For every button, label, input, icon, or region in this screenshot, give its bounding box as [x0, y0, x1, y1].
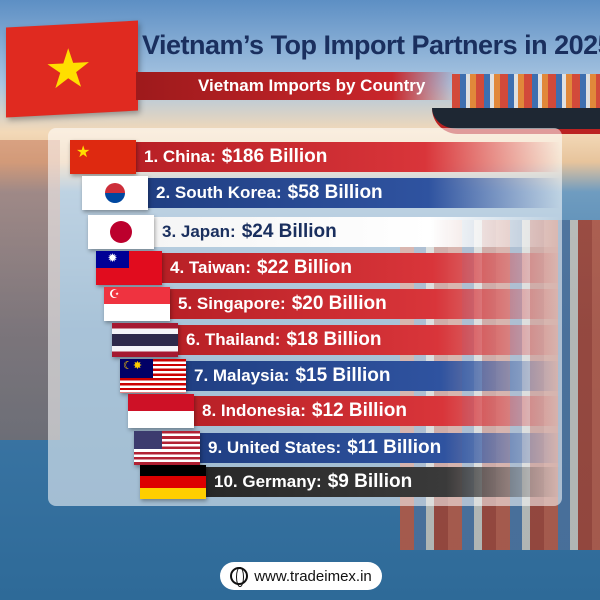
country-label: 9. United States: [208, 438, 342, 457]
ranking-bar: 4. Taiwan: $22 Billion [136, 253, 560, 283]
south-korea-flag-icon [82, 176, 148, 210]
ranking-bar: 8. Indonesia: $12 Billion [168, 396, 560, 426]
cargo-ship-image [432, 64, 600, 134]
country-label: 4. Taiwan: [170, 258, 251, 277]
import-value: $20 Billion [291, 293, 387, 314]
country-label: 3. Japan: [162, 222, 236, 241]
country-label: 5. Singapore: [178, 294, 286, 313]
ranking-bar: 7. Malaysia: $15 Billion [160, 361, 560, 391]
ranking-row-thailand: 6. Thailand: $18 Billion [112, 323, 560, 357]
ranking-row-china: ★ 1. China: $186 Billion [70, 140, 560, 174]
ranking-row-taiwan: ✹ 4. Taiwan: $22 Billion [96, 251, 560, 285]
star-icon: ★ [44, 37, 93, 101]
import-value: $24 Billion [241, 221, 337, 242]
country-label: 7. Malaysia: [194, 366, 290, 385]
ranking-row-japan: 3. Japan: $24 Billion [88, 215, 560, 249]
ranking-bar: 3. Japan: $24 Billion [128, 217, 560, 247]
ranking-bar: 10. Germany: $9 Billion [180, 467, 560, 497]
china-flag-icon: ★ [70, 140, 136, 174]
country-label: 6. Thailand: [186, 330, 281, 349]
globe-icon [230, 567, 249, 587]
import-value: $12 Billion [311, 400, 407, 421]
website-badge[interactable]: www.tradeimex.in [220, 562, 382, 590]
ranking-row-malaysia: ☾✸ 7. Malaysia: $15 Billion [120, 359, 560, 393]
thailand-flag-icon [112, 323, 178, 357]
ranking-bar: 2. South Korea: $58 Billion [122, 178, 560, 208]
malaysia-flag-icon: ☾✸ [120, 359, 186, 393]
ranking-row-germany: 10. Germany: $9 Billion [140, 465, 560, 499]
import-value: $186 Billion [221, 146, 328, 167]
ranking-bar: 1. China: $186 Billion [110, 142, 560, 172]
ranking-row-indonesia: 8. Indonesia: $12 Billion [128, 394, 560, 428]
import-value: $11 Billion [347, 437, 442, 458]
singapore-flag-icon: ☪ [104, 287, 170, 321]
import-value: $9 Billion [327, 471, 413, 492]
ranking-row-singapore: ☪ 5. Singapore: $20 Billion [104, 287, 560, 321]
indonesia-flag-icon [128, 394, 194, 428]
ranking-bar: 9. United States: $11 Billion [174, 433, 560, 463]
import-value: $22 Billion [256, 257, 352, 278]
country-label: 8. Indonesia: [202, 401, 306, 420]
vietnam-flag: ★ [6, 20, 138, 118]
country-label: 10. Germany: [214, 472, 322, 491]
ranking-row-united-states: 9. United States: $11 Billion [134, 431, 560, 465]
subtitle-banner: Vietnam Imports by Country [136, 72, 456, 100]
import-value: $58 Billion [287, 182, 383, 203]
ranking-bar: 6. Thailand: $18 Billion [152, 325, 560, 355]
website-link[interactable]: www.tradeimex.in [254, 567, 372, 585]
page-title: Vietnam’s Top Import Partners in 2025 [142, 30, 600, 60]
import-value: $15 Billion [295, 365, 391, 386]
country-label: 1. China: [144, 147, 216, 166]
taiwan-flag-icon: ✹ [96, 251, 162, 285]
japan-flag-icon [88, 215, 154, 249]
germany-flag-icon [140, 465, 206, 499]
import-value: $18 Billion [286, 329, 382, 350]
ranking-row-south-korea: 2. South Korea: $58 Billion [82, 176, 560, 210]
ranking-bar: 5. Singapore: $20 Billion [144, 289, 560, 319]
united-states-flag-icon [134, 431, 200, 465]
country-label: 2. South Korea: [156, 183, 282, 202]
